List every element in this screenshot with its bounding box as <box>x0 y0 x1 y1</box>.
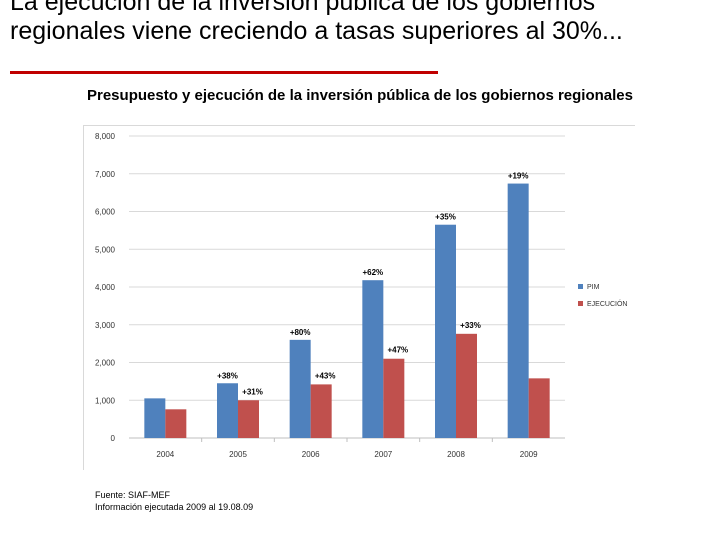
data-label: +38% <box>217 371 238 380</box>
x-tick-label: 2006 <box>302 450 320 459</box>
bar-pim-2009 <box>507 183 529 438</box>
bar-pim-2005 <box>217 383 238 438</box>
x-tick-label: 2009 <box>520 450 538 459</box>
bar-ejecucion-2008 <box>456 333 477 438</box>
bar-ejecucion-2005 <box>238 400 259 438</box>
x-tick-label: 2005 <box>229 450 247 459</box>
legend-label: EJECUCIÓN <box>587 299 627 308</box>
x-tick-label: 2007 <box>374 450 392 459</box>
data-label: +19% <box>508 172 529 181</box>
data-label: +31% <box>242 387 263 396</box>
data-label: +47% <box>387 346 408 355</box>
bar-ejecucion-2009 <box>528 378 550 438</box>
data-label: +33% <box>460 321 481 330</box>
x-tick-label: 2004 <box>156 450 174 459</box>
data-label: +62% <box>362 268 383 277</box>
bar-pim-2007 <box>362 280 384 438</box>
y-tick-label: 5,000 <box>95 245 116 254</box>
y-tick-label: 0 <box>111 434 116 443</box>
bar-pim-2004 <box>144 398 166 438</box>
legend-swatch-ejecucion <box>578 301 583 306</box>
y-tick-label: 8,000 <box>95 132 116 141</box>
bar-ejecucion-2007 <box>383 358 405 438</box>
chart-title: Presupuesto y ejecución de la inversión … <box>87 87 633 104</box>
y-tick-label: 4,000 <box>95 283 116 292</box>
bar-ejecucion-2004 <box>165 409 187 438</box>
footnote-source: Fuente: SIAF-MEF <box>95 490 171 500</box>
bar-ejecucion-2006 <box>310 384 332 438</box>
footnote: Fuente: SIAF-MEF Información ejecutada 2… <box>95 489 253 513</box>
data-label: +43% <box>315 371 336 380</box>
y-tick-label: 7,000 <box>95 170 116 179</box>
y-tick-label: 6,000 <box>95 208 116 217</box>
title-accent-line <box>10 71 438 74</box>
footnote-note: Información ejecutada 2009 al 19.08.09 <box>95 502 254 512</box>
y-tick-label: 2,000 <box>95 359 116 368</box>
legend-label: PIM <box>587 284 600 291</box>
legend-swatch-pim <box>578 284 583 289</box>
y-tick-label: 1,000 <box>95 396 116 405</box>
bar-pim-2008 <box>435 224 456 438</box>
bar-pim-2006 <box>289 339 311 438</box>
chart-svg: 0 1,000 2,000 3,000 4,000 5,000 6,000 7,000 8,00… <box>83 125 635 470</box>
slide-title: La ejecución de la inversión pública de … <box>10 0 623 45</box>
data-label: +35% <box>435 213 456 222</box>
data-label: +80% <box>290 328 311 337</box>
y-tick-label: 3,000 <box>95 321 116 330</box>
x-tick-label: 2008 <box>447 450 465 459</box>
bar-chart: 0 1,000 2,000 3,000 4,000 5,000 6,000 7,000 8,00… <box>83 125 635 470</box>
